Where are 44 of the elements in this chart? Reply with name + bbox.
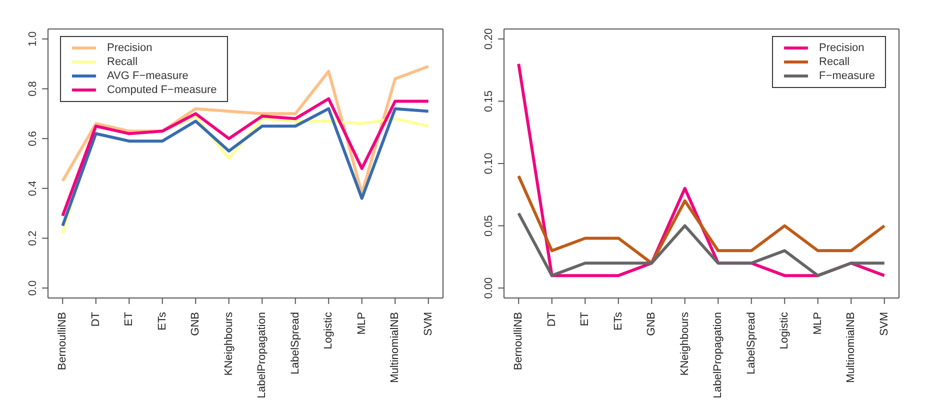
x-tick-label: LabelPropagation (256, 312, 268, 398)
x-tick-label: GNB (190, 312, 202, 336)
x-tick-label: LabelPropagation (712, 312, 724, 398)
x-tick-label: MLP (812, 312, 824, 335)
y-tick-label: 0.0 (27, 280, 39, 296)
x-tick-label: ET (123, 312, 136, 326)
y-tick-label: 1.0 (27, 31, 39, 47)
legend-label: F−measure (819, 69, 875, 83)
line-series (517, 212, 886, 278)
legend-label: AVG F−measure (107, 69, 188, 83)
y-tick-label: 0.6 (27, 130, 39, 146)
x-tick-label: BernoulliNB (512, 312, 525, 370)
y-tick-label: 0.20 (483, 28, 495, 50)
y-tick-label: 0.2 (27, 230, 39, 246)
x-tick-label: LabelSpread (289, 312, 302, 374)
x-tick-label: SVM (422, 312, 434, 336)
x-tick-label: GNB (646, 312, 658, 336)
x-tick-label: ET (579, 312, 592, 326)
y-tick-label: 0.8 (27, 81, 39, 96)
legend-label: Computed F−measure (107, 83, 217, 97)
x-tick-label: ETs (612, 312, 624, 330)
y-tick-label: 0.4 (27, 180, 39, 196)
x-tick-label: KNeighbours (222, 312, 235, 376)
x-tick-label: ETs (156, 312, 168, 330)
y-tick-label: 0.15 (483, 90, 495, 112)
legend-label: Recall (819, 55, 850, 69)
y-tick-label: 0.05 (483, 215, 495, 236)
x-tick-label: DT (546, 312, 558, 327)
y-tick-label: 0.00 (483, 277, 495, 299)
x-tick-label: LabelSpread (745, 312, 758, 374)
x-tick-label: BernoulliNB (56, 312, 69, 370)
x-tick-label: MLP (356, 312, 368, 335)
x-tick-label: Logistic (778, 312, 791, 350)
x-tick-label: MultinomialNB (389, 312, 402, 383)
x-tick-label: MultinomialNB (845, 312, 858, 383)
x-tick-label: DT (90, 312, 102, 327)
line-series (61, 97, 430, 218)
legend-label: Precision (107, 41, 152, 55)
x-tick-label: Logistic (322, 312, 335, 350)
y-tick-label: 0.10 (483, 152, 495, 174)
x-tick-label: KNeighbours (678, 312, 691, 376)
legend-label: Recall (107, 55, 138, 69)
legend-label: Precision (819, 41, 864, 55)
x-tick-label: SVM (878, 312, 890, 336)
